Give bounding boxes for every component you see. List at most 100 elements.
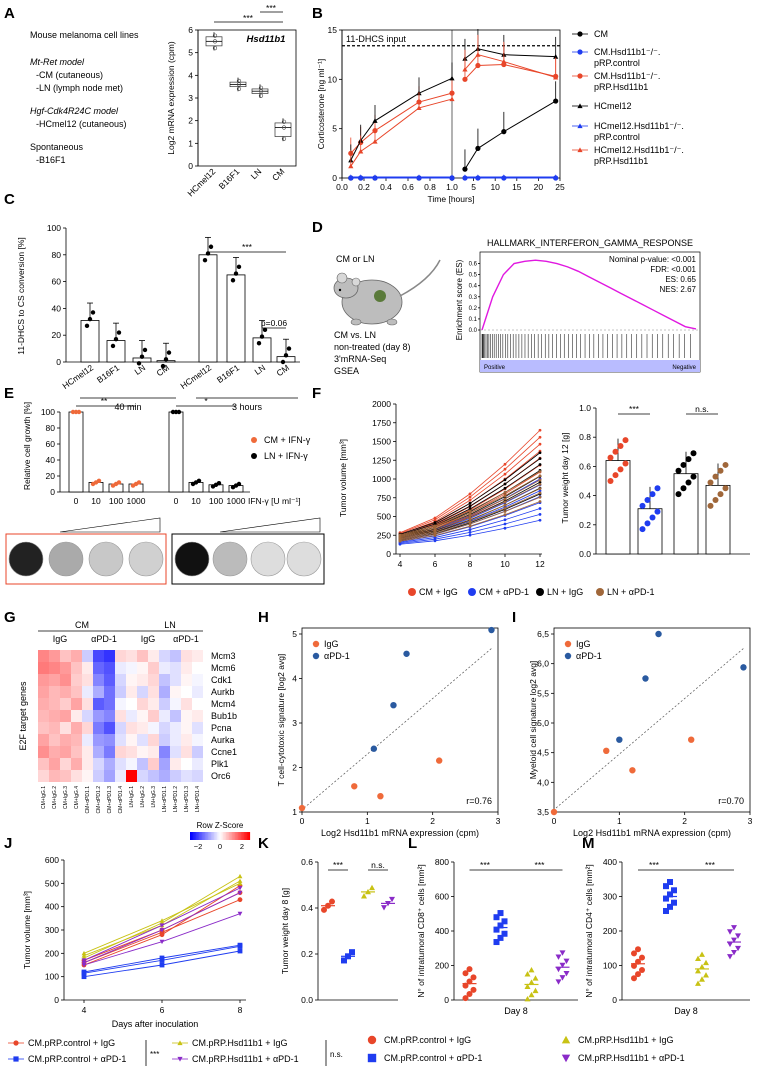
heatmap-cell	[38, 770, 49, 782]
heatmap-cell	[148, 686, 159, 698]
a-ylabel: Log2 mRNA expression (cpm)	[166, 41, 176, 155]
heatmap-subheader: αPD-1	[91, 634, 117, 644]
heatmap-cell	[49, 686, 60, 698]
tumor-growth-point	[503, 500, 507, 504]
data-point	[717, 467, 724, 474]
x-tick-label: 1	[365, 816, 370, 826]
scale-swatch	[233, 832, 236, 840]
legend-label: CM.Hsd11b1⁻/⁻.	[594, 47, 660, 57]
heatmap-cell	[82, 722, 93, 734]
trend-line	[555, 647, 745, 809]
data-point	[524, 995, 531, 1002]
sig-mark: *	[204, 396, 208, 406]
column-label: LN+αPD1.3	[184, 786, 190, 812]
tumor-growth-point	[538, 512, 542, 516]
heatmap-cell	[181, 758, 192, 770]
column-label: CM+αPD1.3	[107, 786, 113, 814]
y-axis-label: Tumor weight day 8 [g]	[280, 888, 290, 974]
tumor-growth-point	[81, 960, 87, 966]
heatmap-cell	[93, 698, 104, 710]
data-point	[663, 895, 669, 902]
legend-label: CM + IFN-γ	[264, 435, 311, 445]
box-point	[281, 125, 287, 130]
data-point	[722, 461, 729, 468]
c-xtick-label: HCmel12	[178, 362, 213, 391]
heatmap-cell	[49, 710, 60, 722]
column-label: LN+IgG.3	[151, 786, 157, 808]
heatmap-cell	[115, 722, 126, 734]
heatmap-cell	[93, 662, 104, 674]
heatmap-cell	[93, 650, 104, 662]
data-point	[233, 271, 239, 276]
correlation-label: r=0.70	[718, 796, 744, 806]
box-point	[212, 33, 218, 38]
tumor-growth-point	[468, 509, 472, 513]
a-y-tick-label: 4	[188, 70, 193, 80]
y-tick-label: 4,0	[537, 777, 549, 787]
data-point	[160, 363, 166, 369]
a-xtick-label: CM	[270, 166, 286, 182]
e-xtick-label: 10	[191, 496, 201, 506]
tumor-growth-point	[538, 518, 542, 522]
bar	[705, 484, 731, 555]
data-point	[136, 361, 142, 366]
f-xtick-label: 12	[535, 559, 545, 569]
tumor-growth-point	[538, 442, 542, 446]
series-point	[475, 52, 481, 57]
heatmap-cell	[71, 662, 82, 674]
j-y-tick-label: 400	[45, 902, 59, 912]
legend-marker	[251, 453, 257, 459]
heatmap-cell	[148, 746, 159, 758]
data-point	[470, 986, 477, 993]
panel-d-caption-2: non-treated (day 8)	[334, 342, 411, 352]
heatmap-cell	[115, 746, 126, 758]
data-point	[466, 990, 473, 997]
heatmap-cell	[104, 734, 115, 746]
tumor-growth-point	[433, 516, 437, 520]
f2-y-tick-label: 0.6	[579, 461, 591, 471]
heatmap-cell	[126, 770, 137, 782]
heatmap-cell	[126, 698, 137, 710]
heatmap-subheader: IgG	[141, 634, 156, 644]
panel_l-y-tick-label: 600	[435, 892, 449, 902]
series-point	[416, 105, 422, 111]
scatter-point	[603, 747, 610, 755]
heatmap-cell	[192, 662, 203, 674]
b-xtick-label: 0.0	[336, 182, 348, 192]
scale-swatch	[242, 832, 245, 840]
e-y-tick-label: 60	[46, 439, 56, 449]
y-axis-label: N° of intratumoral CD8⁺ cells [mm²]	[416, 864, 426, 998]
scale-swatch	[212, 832, 215, 840]
data-point	[717, 491, 724, 498]
panel-j-label: J	[4, 835, 12, 852]
f2-ylabel: Tumor weight day 12 [g]	[560, 433, 570, 524]
panel-f-charts: 0 250 500 750 1000 1250 1500 1750 2000 Tumor volu…	[338, 399, 750, 597]
legend-marker	[577, 103, 583, 109]
tumor-growth-point	[468, 511, 472, 515]
tumor-growth-point	[468, 530, 472, 534]
data-point	[76, 409, 82, 415]
heatmap-cell	[104, 758, 115, 770]
data-point	[635, 971, 641, 978]
heatmap-cell	[60, 650, 71, 662]
heatmap-side-label: E2F target genes	[18, 681, 28, 751]
data-point	[727, 954, 733, 960]
panel-m-dotplot: 0 100 200 300 400 N° of intratumoral CD4⁺ cel…	[584, 857, 750, 1016]
scale-swatch	[248, 832, 251, 840]
y-axis-label: N° of intratumoral CD4⁺ cells [mm²]	[584, 864, 594, 998]
a-xtick-label: LN	[249, 166, 264, 181]
x-tick-label: 2	[682, 816, 687, 826]
legend-label: LN + IgG	[547, 587, 583, 597]
panel-b-label: B	[312, 5, 323, 22]
data-point	[722, 485, 729, 492]
scale-swatch	[191, 832, 194, 840]
data-point	[727, 929, 733, 935]
sig-mark: ***	[480, 860, 491, 870]
scale-title: Row Z-Score	[197, 821, 244, 830]
data-point	[607, 454, 614, 461]
box-point	[281, 136, 287, 141]
legend-label: CM + αPD-1	[479, 587, 529, 597]
d-y-tick-label: 0.5	[469, 273, 478, 279]
c-xtick-label: B16F1	[215, 362, 241, 385]
x-axis-label: Day 8	[504, 1006, 528, 1016]
